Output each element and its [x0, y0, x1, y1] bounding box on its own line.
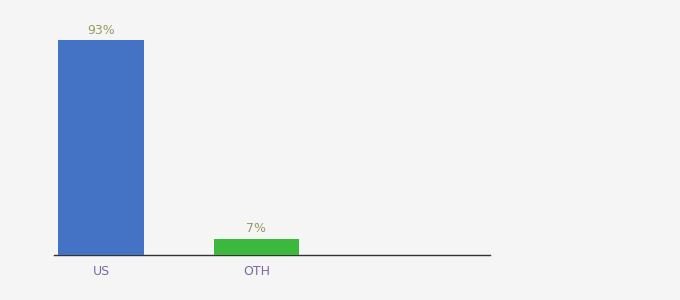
Text: 93%: 93%	[87, 24, 115, 37]
Bar	[58, 40, 143, 255]
Bar	[214, 239, 299, 255]
Text: 7%: 7%	[246, 222, 267, 236]
